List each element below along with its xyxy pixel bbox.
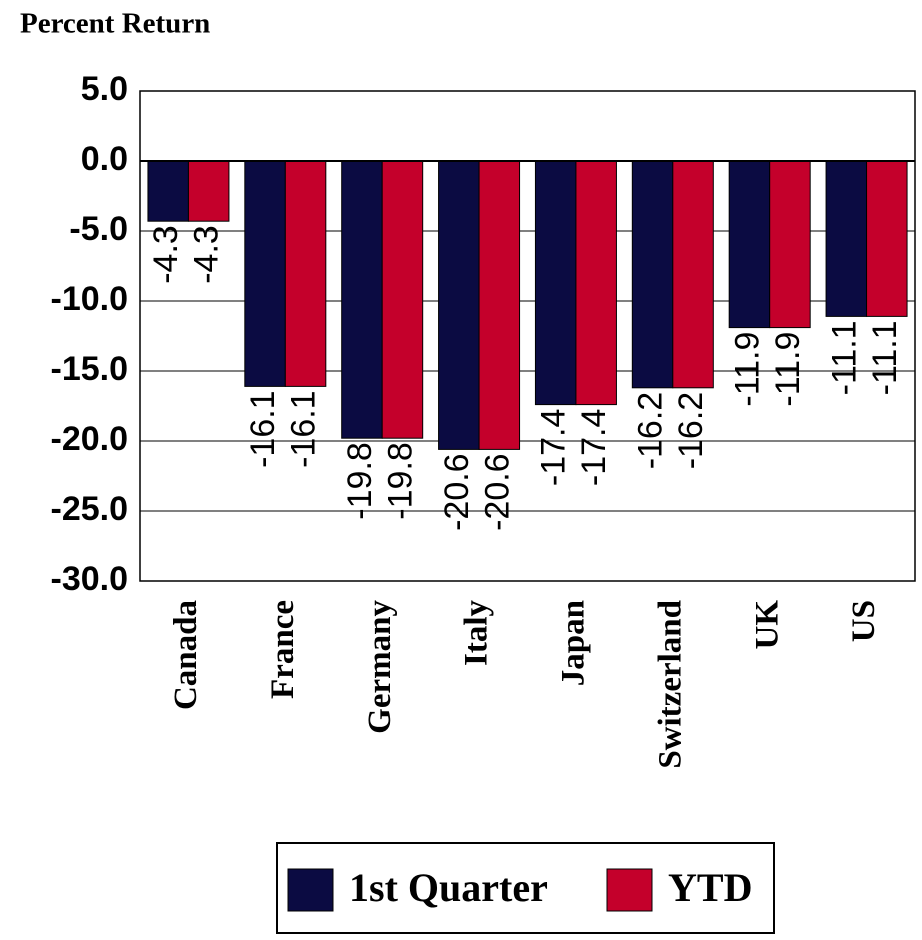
x-tick-label: US bbox=[846, 600, 882, 642]
data-label: -11.9 bbox=[728, 332, 766, 407]
bar bbox=[575, 160, 617, 406]
bar bbox=[341, 160, 383, 439]
data-label: -16.2 bbox=[632, 392, 670, 470]
data-label: -11.1 bbox=[825, 320, 863, 395]
bar bbox=[244, 160, 286, 387]
x-tick-label: Switzerland bbox=[652, 600, 688, 769]
legend-label: YTD bbox=[668, 865, 752, 910]
chart-title: Percent Return bbox=[20, 8, 210, 40]
bar bbox=[284, 160, 327, 387]
legend-label: 1st Quarter bbox=[349, 865, 548, 910]
x-tick-label: Germany bbox=[362, 600, 398, 734]
data-label: -16.1 bbox=[244, 390, 282, 468]
x-tick-label: Japan bbox=[556, 600, 592, 686]
data-label: -4.3 bbox=[147, 225, 185, 284]
y-tick-label: -20.0 bbox=[51, 420, 129, 458]
bar bbox=[187, 160, 230, 222]
data-label: -19.8 bbox=[381, 442, 419, 520]
legend-box bbox=[276, 842, 775, 934]
bar bbox=[438, 160, 480, 450]
data-label: -11.9 bbox=[769, 332, 807, 407]
y-tick-label: -5.0 bbox=[69, 210, 128, 248]
data-label: -16.2 bbox=[672, 392, 710, 470]
data-label: -20.6 bbox=[478, 453, 516, 531]
data-label: -17.4 bbox=[535, 409, 573, 487]
y-tick-label: -30.0 bbox=[51, 560, 129, 598]
x-tick-label: Canada bbox=[168, 600, 204, 710]
y-tick-label: -15.0 bbox=[51, 350, 129, 388]
bar bbox=[769, 160, 811, 329]
x-tick-label: UK bbox=[749, 600, 785, 650]
bar bbox=[672, 160, 714, 389]
bar bbox=[478, 160, 521, 450]
bar bbox=[381, 160, 424, 439]
bar bbox=[147, 160, 189, 222]
x-tick-label: France bbox=[265, 600, 301, 699]
bar bbox=[825, 160, 868, 317]
bar bbox=[631, 160, 674, 389]
x-tick-label: Italy bbox=[459, 600, 495, 667]
bar bbox=[728, 160, 771, 329]
legend-swatch bbox=[606, 868, 653, 912]
data-label: -4.3 bbox=[188, 225, 226, 284]
y-tick-label: 0.0 bbox=[81, 140, 128, 178]
data-label: -16.1 bbox=[285, 390, 323, 468]
bar bbox=[866, 160, 908, 317]
bar bbox=[534, 160, 577, 406]
legend-swatch bbox=[287, 868, 334, 912]
data-label: -17.4 bbox=[575, 409, 613, 487]
y-tick-label: 5.0 bbox=[81, 70, 128, 108]
plot-border bbox=[139, 90, 916, 582]
data-label: -20.6 bbox=[438, 453, 476, 531]
data-label: -19.8 bbox=[341, 442, 379, 520]
y-tick-label: -25.0 bbox=[51, 490, 129, 528]
data-label: -11.1 bbox=[866, 320, 904, 395]
y-tick-label: -10.0 bbox=[51, 280, 129, 318]
